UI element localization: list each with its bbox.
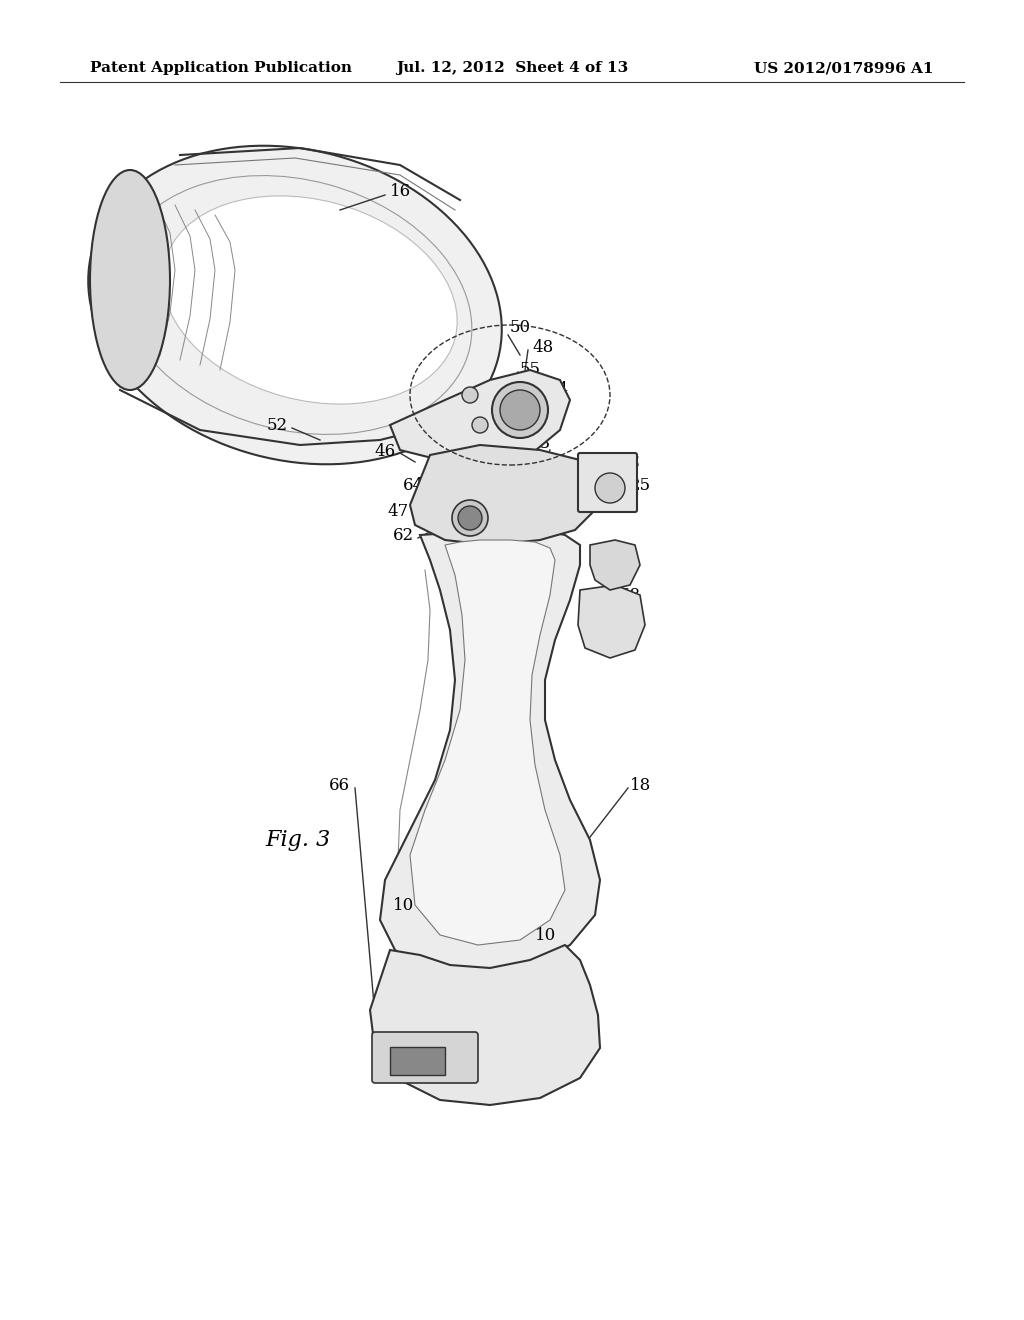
Text: 66: 66	[329, 777, 350, 795]
Text: 16: 16	[390, 183, 411, 201]
Text: 52: 52	[620, 453, 641, 470]
Text: 18: 18	[630, 777, 651, 795]
Polygon shape	[370, 945, 600, 1105]
Text: 50: 50	[510, 319, 531, 337]
Circle shape	[458, 506, 482, 531]
Ellipse shape	[88, 145, 502, 465]
Text: 68: 68	[615, 557, 636, 574]
Circle shape	[492, 381, 548, 438]
Text: 10: 10	[393, 898, 414, 915]
Text: 58: 58	[620, 587, 641, 605]
Circle shape	[500, 389, 540, 430]
FancyBboxPatch shape	[372, 1032, 478, 1082]
Text: 25: 25	[630, 478, 651, 495]
Polygon shape	[390, 370, 570, 465]
Circle shape	[472, 417, 488, 433]
Polygon shape	[410, 540, 565, 945]
Polygon shape	[590, 540, 640, 590]
Circle shape	[595, 473, 625, 503]
Text: 55: 55	[520, 362, 541, 379]
Polygon shape	[578, 585, 645, 657]
Text: Patent Application Publication: Patent Application Publication	[90, 61, 352, 75]
Ellipse shape	[163, 195, 457, 404]
Text: 60: 60	[435, 777, 456, 795]
Text: 10: 10	[535, 928, 556, 945]
Text: Fig. 3: Fig. 3	[265, 829, 331, 851]
Ellipse shape	[90, 170, 170, 389]
Text: 52: 52	[267, 417, 288, 434]
Text: US 2012/0178996 A1: US 2012/0178996 A1	[755, 61, 934, 75]
Text: 54: 54	[548, 381, 569, 399]
Circle shape	[452, 500, 488, 536]
Polygon shape	[410, 445, 600, 545]
Text: 47: 47	[388, 503, 409, 520]
Polygon shape	[380, 528, 600, 975]
Text: 53: 53	[530, 434, 551, 451]
Text: 64: 64	[402, 478, 424, 495]
Text: 62: 62	[393, 528, 414, 544]
Circle shape	[462, 387, 478, 403]
Text: Jul. 12, 2012  Sheet 4 of 13: Jul. 12, 2012 Sheet 4 of 13	[396, 61, 628, 75]
FancyBboxPatch shape	[578, 453, 637, 512]
Bar	[390, 1047, 445, 1074]
Text: 46: 46	[375, 442, 396, 459]
Text: 48: 48	[532, 339, 553, 356]
